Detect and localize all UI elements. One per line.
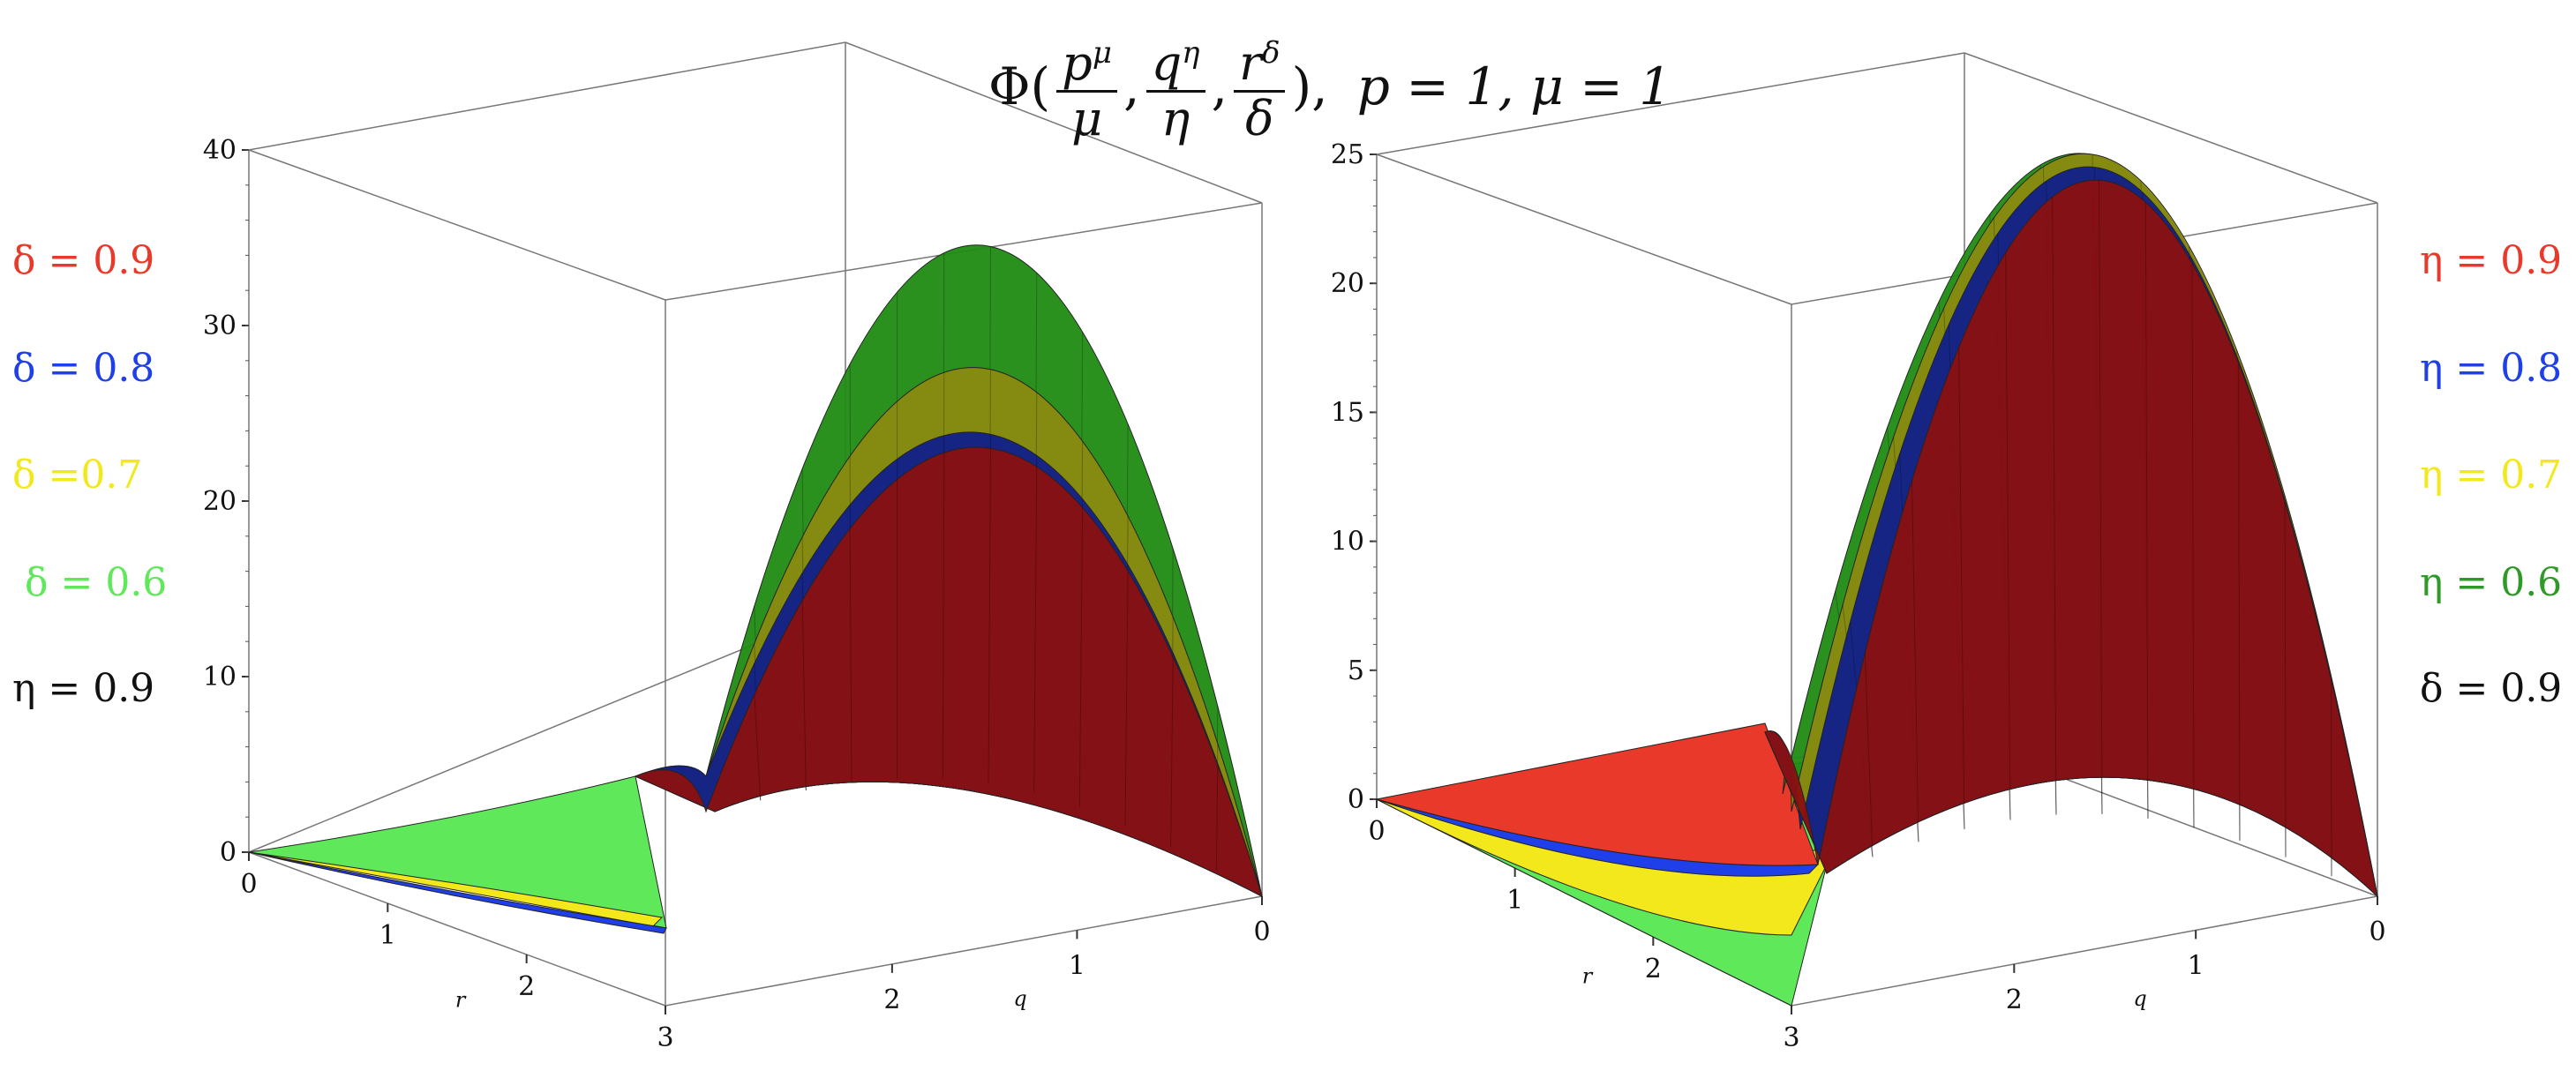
- right-plot-r-axis-label: r: [1582, 964, 1594, 989]
- title-frac-1-num: p: [1062, 35, 1093, 91]
- left-plot-z-tick-label: 20: [203, 486, 237, 517]
- title-params: p = 1, μ = 1: [1356, 56, 1672, 116]
- left-plot-q-axis-label: q: [1013, 986, 1026, 1011]
- left-plot-mesh-line: [754, 694, 762, 801]
- right-plot-z-tick-label: 25: [1331, 139, 1364, 170]
- left-plot-green-sheet: [248, 775, 667, 929]
- left-plot-box-edge: [248, 851, 666, 1007]
- left-plot-box-edge: [845, 41, 1263, 204]
- left-plot-r-tick-label: 3: [657, 1022, 673, 1053]
- right-plot-mesh-line: [2052, 197, 2057, 815]
- left-legend-item-1: δ = 0.9: [12, 238, 155, 283]
- right-plot-surface-4: [1764, 179, 2378, 898]
- right-plot-mesh-line: [1911, 481, 1919, 842]
- right-legend-item-1: η = 0.9: [2420, 238, 2563, 283]
- left-plot-box-edge: [248, 41, 846, 151]
- right-plot-box-edge: [1376, 153, 1792, 305]
- figure-title: Φ( pμ μ , qη η , rδ δ ), p = 1, μ = 1: [988, 26, 1783, 168]
- title-frac-3-num: r: [1239, 35, 1262, 91]
- title-frac-3: rδ δ: [1234, 26, 1286, 146]
- left-legend-item-3: δ =0.7: [12, 453, 143, 498]
- right-plot-z-tick-label: 10: [1331, 527, 1364, 558]
- left-plot-r-axis-label: r: [455, 988, 467, 1013]
- left-plot-blue-sheet: [248, 851, 667, 934]
- right-plot-mesh-line: [1864, 653, 1874, 857]
- right-plot-z-tick-label: 5: [1348, 655, 1364, 686]
- right-plot-r-tick-label: 2: [1645, 954, 1662, 984]
- right-plot-q-axis-label: q: [2133, 986, 2146, 1011]
- title-close: ),: [1291, 56, 1328, 116]
- left-plot-mesh-line: [1078, 507, 1084, 807]
- right-plot-mesh-line: [2144, 202, 2149, 819]
- left-plot-r-tick-label: 2: [518, 971, 535, 1002]
- title-frac-1: pμ μ: [1056, 26, 1117, 146]
- left-legend-item-5: η = 0.9: [12, 666, 155, 711]
- right-legend-item-5: δ = 0.9: [2420, 666, 2563, 711]
- title-frac-2: qη η: [1145, 26, 1205, 146]
- left-plot-mesh-line: [1124, 571, 1129, 826]
- right-plot-r-tick-label: 1: [1506, 885, 1523, 916]
- right-plot-mesh-line: [2238, 363, 2241, 841]
- title-frac-2-num: q: [1151, 35, 1183, 91]
- left-plot-box-edge: [665, 895, 1263, 1007]
- right-plot-mesh-line: [2191, 263, 2195, 828]
- left-plot-q-tick-label: 2: [883, 984, 900, 1015]
- right-plot-box-edge: [1791, 895, 2378, 1007]
- right-plot-r-tick-label: 3: [1783, 1022, 1799, 1053]
- right-plot-box-edge: [1964, 52, 2378, 204]
- left-plot-mesh-line: [849, 528, 852, 783]
- left-plot-box-edge: [248, 149, 666, 301]
- title-frac-1-den: μ: [1056, 90, 1117, 146]
- left-plot-surface-4: [634, 446, 1263, 897]
- left-plot-z-tick-label: 10: [203, 662, 237, 692]
- left-plot-z-tick-label: 0: [220, 837, 237, 868]
- title-comma-2: ,: [1211, 56, 1228, 116]
- left-plot-mesh-line: [801, 600, 807, 791]
- right-plot-q-tick-label: 1: [2188, 950, 2204, 981]
- title-frac-3-den: δ: [1234, 90, 1286, 146]
- right-plot-q-tick-label: 0: [2369, 917, 2385, 947]
- left-legend: δ = 0.9 δ = 0.8 δ =0.7 δ = 0.6 η = 0.9: [12, 238, 189, 732]
- right-plot-r-tick-label: 0: [1368, 816, 1385, 847]
- title-frac-2-sup: η: [1182, 35, 1200, 71]
- left-plot-mesh-line: [988, 448, 991, 784]
- left-plot-q-tick-label: 0: [1253, 917, 1270, 947]
- right-legend-item-4: η = 0.6: [2420, 560, 2563, 605]
- left-plot-yellow-sheet: [248, 851, 664, 927]
- right-plot-mesh-line: [1958, 347, 1965, 829]
- left-plot-mesh-line: [1215, 765, 1219, 872]
- right-plot-red-sheet: [1376, 722, 1819, 866]
- right-legend: η = 0.9 η = 0.8 η = 0.7 η = 0.6 δ = 0.9: [2420, 238, 2574, 732]
- left-plot-z-tick-label: 30: [203, 311, 237, 341]
- title-frac-1-sup: μ: [1092, 35, 1112, 71]
- left-plot-q-tick-label: 1: [1069, 950, 1085, 981]
- right-plot-z-tick-label: 15: [1331, 397, 1364, 428]
- left-legend-item-2: δ = 0.8: [12, 346, 155, 391]
- right-legend-item-3: η = 0.7: [2420, 453, 2563, 498]
- left-legend-item-4: δ = 0.6: [25, 560, 168, 605]
- title-comma-1: ,: [1123, 56, 1140, 116]
- right-plot-z-tick-label: 20: [1331, 268, 1364, 299]
- left-plot-mesh-line: [1170, 656, 1174, 848]
- right-plot-box-edge: [1376, 52, 1965, 155]
- right-plot-q-tick-label: 2: [2006, 984, 2023, 1015]
- left-plot-r-tick-label: 1: [379, 920, 396, 951]
- right-plot-mesh-line: [2099, 180, 2103, 815]
- right-legend-item-2: η = 0.8: [2420, 346, 2563, 391]
- title-phi: Φ(: [988, 56, 1051, 116]
- right-plot-z-tick-label: 0: [1348, 784, 1364, 815]
- left-plot-mesh-line: [1033, 467, 1038, 793]
- title-frac-3-sup: δ: [1262, 35, 1280, 71]
- title-frac-2-den: η: [1145, 90, 1205, 146]
- right-plot-mesh-line: [2284, 502, 2287, 857]
- left-plot-z-tick-label: 40: [203, 135, 237, 166]
- right-plot-mesh-line: [2005, 252, 2011, 820]
- left-plot-r-tick-label: 0: [240, 869, 257, 900]
